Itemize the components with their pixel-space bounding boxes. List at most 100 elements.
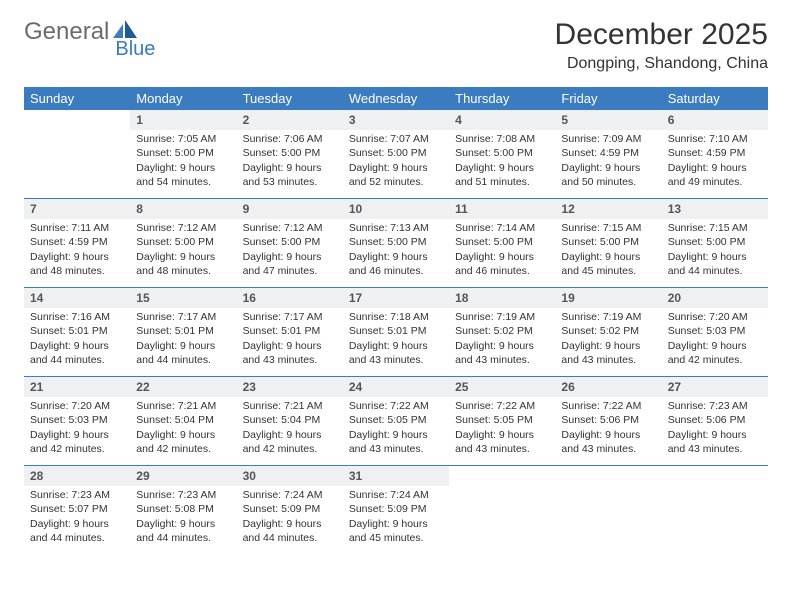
calendar-cell: 12Sunrise: 7:15 AMSunset: 5:00 PMDayligh… [555, 199, 661, 288]
day-details: Sunrise: 7:17 AMSunset: 5:01 PMDaylight:… [136, 310, 230, 367]
day-number: 23 [237, 377, 343, 397]
calendar-cell: 21Sunrise: 7:20 AMSunset: 5:03 PMDayligh… [24, 377, 130, 466]
weekday-header: Friday [555, 87, 661, 110]
day-details: Sunrise: 7:17 AMSunset: 5:01 PMDaylight:… [243, 310, 337, 367]
header-row: General Blue December 2025 Dongping, Sha… [24, 18, 768, 73]
day-details: Sunrise: 7:23 AMSunset: 5:08 PMDaylight:… [136, 488, 230, 545]
day-number: 10 [343, 199, 449, 219]
calendar-cell: 27Sunrise: 7:23 AMSunset: 5:06 PMDayligh… [662, 377, 768, 466]
day-details: Sunrise: 7:19 AMSunset: 5:02 PMDaylight:… [455, 310, 549, 367]
day-details: Sunrise: 7:21 AMSunset: 5:04 PMDaylight:… [243, 399, 337, 456]
day-details: Sunrise: 7:15 AMSunset: 5:00 PMDaylight:… [668, 221, 762, 278]
calendar-row: 21Sunrise: 7:20 AMSunset: 5:03 PMDayligh… [24, 377, 768, 466]
day-number: 25 [449, 377, 555, 397]
calendar-row: 14Sunrise: 7:16 AMSunset: 5:01 PMDayligh… [24, 288, 768, 377]
day-number: 16 [237, 288, 343, 308]
calendar-cell [662, 466, 768, 555]
day-number: 11 [449, 199, 555, 219]
day-number: 14 [24, 288, 130, 308]
calendar-cell: 7Sunrise: 7:11 AMSunset: 4:59 PMDaylight… [24, 199, 130, 288]
day-details: Sunrise: 7:20 AMSunset: 5:03 PMDaylight:… [668, 310, 762, 367]
day-details: Sunrise: 7:06 AMSunset: 5:00 PMDaylight:… [243, 132, 337, 189]
calendar-cell: 28Sunrise: 7:23 AMSunset: 5:07 PMDayligh… [24, 466, 130, 555]
location-text: Dongping, Shandong, China [555, 55, 768, 73]
day-number: 21 [24, 377, 130, 397]
day-details: Sunrise: 7:22 AMSunset: 5:06 PMDaylight:… [561, 399, 655, 456]
day-number: 1 [130, 110, 236, 130]
day-number: 22 [130, 377, 236, 397]
day-details: Sunrise: 7:12 AMSunset: 5:00 PMDaylight:… [136, 221, 230, 278]
day-number: 6 [662, 110, 768, 130]
day-number: 26 [555, 377, 661, 397]
day-number: 8 [130, 199, 236, 219]
weekday-row: SundayMondayTuesdayWednesdayThursdayFrid… [24, 87, 768, 110]
weekday-header: Wednesday [343, 87, 449, 110]
weekday-header: Tuesday [237, 87, 343, 110]
calendar-cell: 5Sunrise: 7:09 AMSunset: 4:59 PMDaylight… [555, 110, 661, 199]
day-details: Sunrise: 7:23 AMSunset: 5:07 PMDaylight:… [30, 488, 124, 545]
day-number: 30 [237, 466, 343, 486]
calendar-cell: 29Sunrise: 7:23 AMSunset: 5:08 PMDayligh… [130, 466, 236, 555]
calendar-cell: 1Sunrise: 7:05 AMSunset: 5:00 PMDaylight… [130, 110, 236, 199]
calendar-cell: 11Sunrise: 7:14 AMSunset: 5:00 PMDayligh… [449, 199, 555, 288]
day-number: 7 [24, 199, 130, 219]
calendar-cell: 2Sunrise: 7:06 AMSunset: 5:00 PMDaylight… [237, 110, 343, 199]
month-title: December 2025 [555, 18, 768, 51]
logo-text-general: General [24, 20, 109, 44]
day-number: 31 [343, 466, 449, 486]
calendar-cell: 4Sunrise: 7:08 AMSunset: 5:00 PMDaylight… [449, 110, 555, 199]
calendar-cell: 9Sunrise: 7:12 AMSunset: 5:00 PMDaylight… [237, 199, 343, 288]
calendar-cell: 25Sunrise: 7:22 AMSunset: 5:05 PMDayligh… [449, 377, 555, 466]
day-details: Sunrise: 7:20 AMSunset: 5:03 PMDaylight:… [30, 399, 124, 456]
day-details: Sunrise: 7:19 AMSunset: 5:02 PMDaylight:… [561, 310, 655, 367]
day-number: 19 [555, 288, 661, 308]
day-details: Sunrise: 7:18 AMSunset: 5:01 PMDaylight:… [349, 310, 443, 367]
day-details: Sunrise: 7:22 AMSunset: 5:05 PMDaylight:… [455, 399, 549, 456]
day-details: Sunrise: 7:13 AMSunset: 5:00 PMDaylight:… [349, 221, 443, 278]
day-number: 4 [449, 110, 555, 130]
calendar-cell: 14Sunrise: 7:16 AMSunset: 5:01 PMDayligh… [24, 288, 130, 377]
day-number: 20 [662, 288, 768, 308]
day-details: Sunrise: 7:09 AMSunset: 4:59 PMDaylight:… [561, 132, 655, 189]
weekday-header: Monday [130, 87, 236, 110]
calendar-cell: 10Sunrise: 7:13 AMSunset: 5:00 PMDayligh… [343, 199, 449, 288]
day-details: Sunrise: 7:10 AMSunset: 4:59 PMDaylight:… [668, 132, 762, 189]
calendar-cell: 8Sunrise: 7:12 AMSunset: 5:00 PMDaylight… [130, 199, 236, 288]
calendar-body: 1Sunrise: 7:05 AMSunset: 5:00 PMDaylight… [24, 110, 768, 554]
calendar-row: 7Sunrise: 7:11 AMSunset: 4:59 PMDaylight… [24, 199, 768, 288]
calendar-cell: 20Sunrise: 7:20 AMSunset: 5:03 PMDayligh… [662, 288, 768, 377]
calendar-cell: 26Sunrise: 7:22 AMSunset: 5:06 PMDayligh… [555, 377, 661, 466]
day-details: Sunrise: 7:24 AMSunset: 5:09 PMDaylight:… [349, 488, 443, 545]
weekday-header: Thursday [449, 87, 555, 110]
day-details: Sunrise: 7:21 AMSunset: 5:04 PMDaylight:… [136, 399, 230, 456]
calendar-cell [555, 466, 661, 555]
title-block: December 2025 Dongping, Shandong, China [555, 18, 768, 73]
day-details: Sunrise: 7:07 AMSunset: 5:00 PMDaylight:… [349, 132, 443, 189]
calendar-cell: 22Sunrise: 7:21 AMSunset: 5:04 PMDayligh… [130, 377, 236, 466]
calendar-cell: 23Sunrise: 7:21 AMSunset: 5:04 PMDayligh… [237, 377, 343, 466]
day-number: 27 [662, 377, 768, 397]
day-number: 2 [237, 110, 343, 130]
day-number: 29 [130, 466, 236, 486]
day-details: Sunrise: 7:23 AMSunset: 5:06 PMDaylight:… [668, 399, 762, 456]
day-number: 17 [343, 288, 449, 308]
day-details: Sunrise: 7:12 AMSunset: 5:00 PMDaylight:… [243, 221, 337, 278]
calendar-cell: 13Sunrise: 7:15 AMSunset: 5:00 PMDayligh… [662, 199, 768, 288]
calendar-cell: 30Sunrise: 7:24 AMSunset: 5:09 PMDayligh… [237, 466, 343, 555]
day-number: 28 [24, 466, 130, 486]
day-number: 5 [555, 110, 661, 130]
calendar-cell [449, 466, 555, 555]
day-number: 9 [237, 199, 343, 219]
day-details: Sunrise: 7:14 AMSunset: 5:00 PMDaylight:… [455, 221, 549, 278]
day-number: 13 [662, 199, 768, 219]
calendar-cell: 6Sunrise: 7:10 AMSunset: 4:59 PMDaylight… [662, 110, 768, 199]
calendar-cell [24, 110, 130, 199]
calendar-cell: 19Sunrise: 7:19 AMSunset: 5:02 PMDayligh… [555, 288, 661, 377]
calendar-cell: 3Sunrise: 7:07 AMSunset: 5:00 PMDaylight… [343, 110, 449, 199]
calendar-head: SundayMondayTuesdayWednesdayThursdayFrid… [24, 87, 768, 110]
calendar-table: SundayMondayTuesdayWednesdayThursdayFrid… [24, 87, 768, 554]
calendar-cell: 31Sunrise: 7:24 AMSunset: 5:09 PMDayligh… [343, 466, 449, 555]
day-number: 24 [343, 377, 449, 397]
calendar-cell: 18Sunrise: 7:19 AMSunset: 5:02 PMDayligh… [449, 288, 555, 377]
calendar-row: 28Sunrise: 7:23 AMSunset: 5:07 PMDayligh… [24, 466, 768, 555]
